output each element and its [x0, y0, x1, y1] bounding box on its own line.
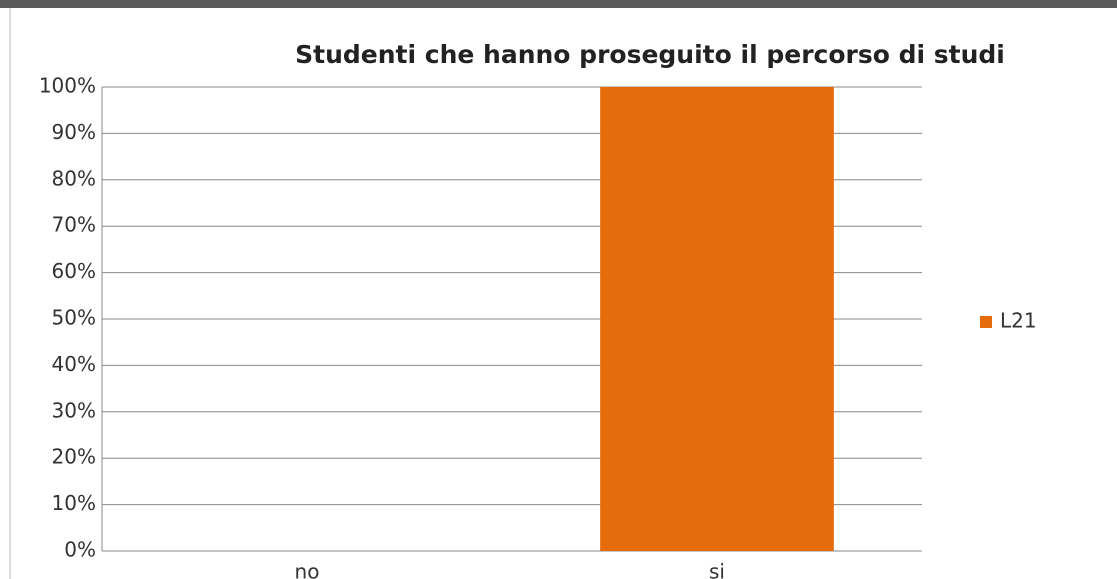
chart-title: Studenti che hanno proseguito il percors… [295, 40, 1005, 69]
legend-label: L21 [1000, 309, 1037, 333]
sheet-header [0, 0, 1117, 8]
y-tick-label: 100% [39, 74, 96, 98]
y-tick-label: 30% [52, 398, 96, 422]
legend-swatch [980, 316, 992, 328]
y-tick-label: 10% [52, 491, 96, 515]
y-tick-label: 60% [52, 259, 96, 283]
x-tick-label: no [295, 560, 320, 579]
y-tick-label: 50% [52, 306, 96, 330]
y-tick-label: 0% [64, 538, 96, 562]
y-tick-label: 40% [52, 352, 96, 376]
x-tick-label: si [709, 560, 725, 579]
bar [600, 87, 834, 551]
y-tick-label: 20% [52, 445, 96, 469]
y-tick-label: 90% [52, 120, 96, 144]
y-tick-label: 80% [52, 166, 96, 190]
y-tick-label: 70% [52, 213, 96, 237]
